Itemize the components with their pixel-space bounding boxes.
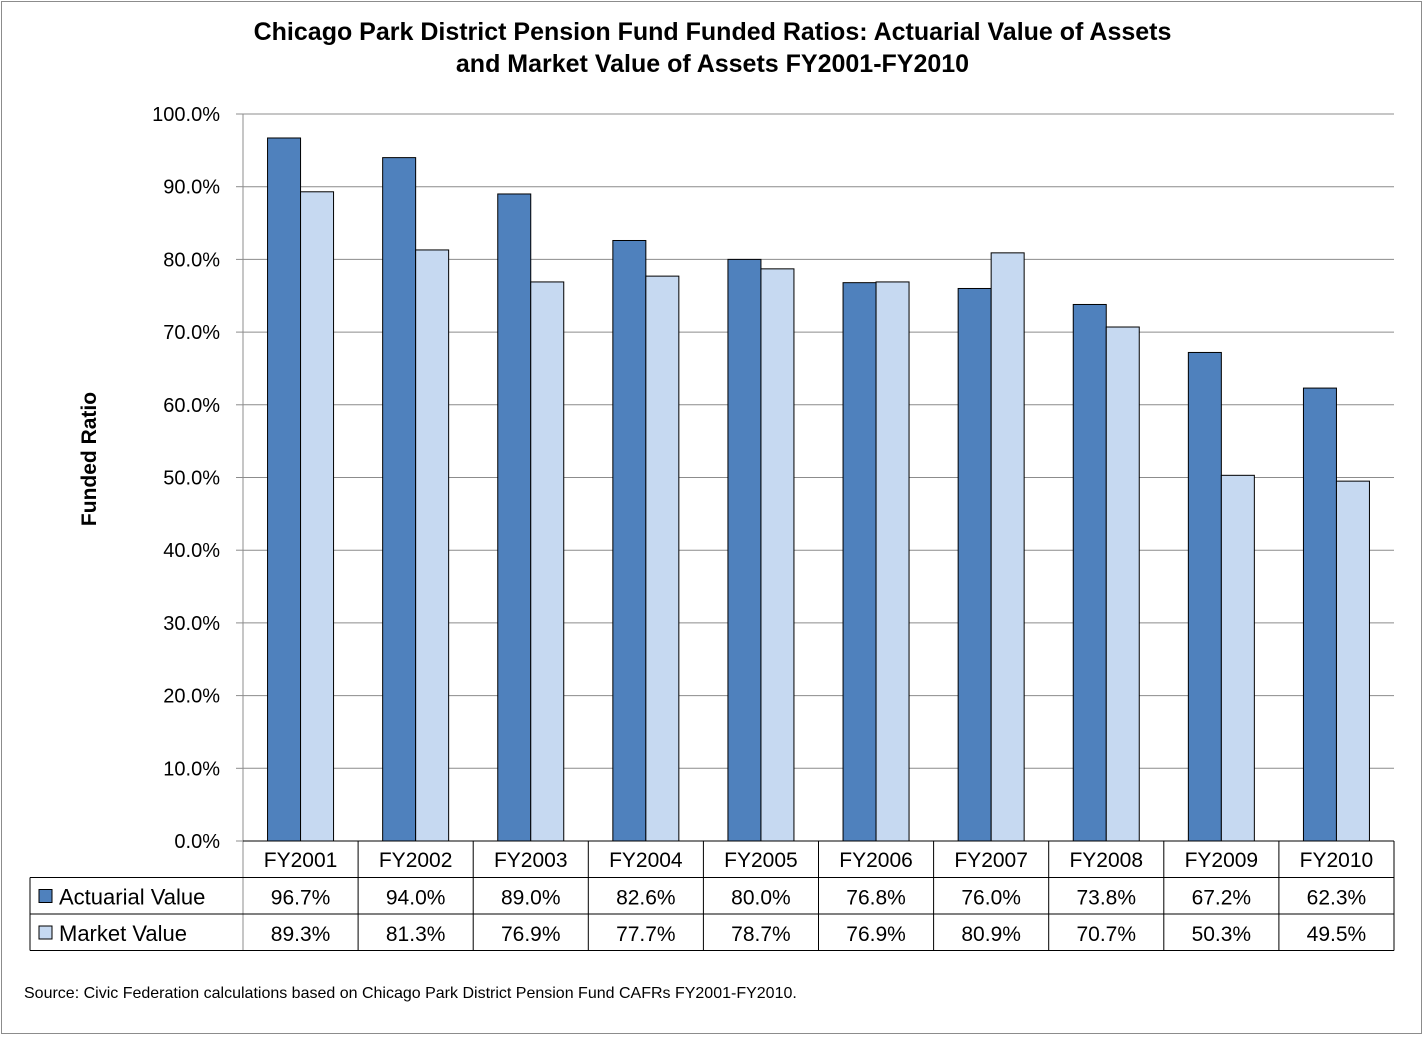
data-label: 80.0% [731,887,791,910]
y-tick-label: 70.0% [163,322,220,344]
x-tick-label: FY2001 [264,849,338,872]
chart-title-line-2: and Market Value of Assets FY2001-FY2010 [455,50,970,78]
data-label: 76.9% [501,923,561,946]
data-label: 89.3% [271,923,331,946]
x-tick-label: FY2002 [379,849,453,872]
bar [727,258,762,842]
bar [612,239,647,842]
y-tick-label: 0.0% [174,831,220,853]
bar [842,282,877,842]
source-note: Source: Civic Federation calculations ba… [24,985,797,1002]
x-tick-label: FY2003 [494,849,568,872]
chart-title: Chicago Park District Pension Fund Funde… [0,16,1425,80]
bar [1220,474,1255,842]
data-label: 76.9% [846,923,906,946]
y-tick-label: 60.0% [163,395,220,417]
data-label: 49.5% [1307,923,1367,946]
y-tick-label: 90.0% [163,177,220,199]
y-tick-label: 20.0% [163,686,220,708]
bar [1302,387,1337,842]
bar [1072,303,1107,842]
chart-title-line-1: Chicago Park District Pension Fund Funde… [253,18,1172,46]
data-label: 96.7% [271,887,331,910]
bar [645,275,680,842]
x-tick-label: FY2004 [609,849,683,872]
y-tick-label: 50.0% [163,468,220,490]
bar [267,137,302,842]
x-tick-label: FY2010 [1300,849,1374,872]
bar [760,268,795,842]
x-tick-label: FY2008 [1069,849,1143,872]
data-label: 62.3% [1307,887,1367,910]
x-tick-label: FY2005 [724,849,798,872]
x-tick-label: FY2007 [954,849,1028,872]
bar [875,281,910,842]
data-label: 82.6% [616,887,676,910]
data-label: 76.8% [846,887,906,910]
x-tick-label: FY2006 [839,849,913,872]
bar [990,252,1025,842]
bar [1335,480,1370,842]
data-label: 67.2% [1192,887,1252,910]
data-label: 78.7% [731,923,791,946]
bar [415,249,450,842]
data-label: 76.0% [961,887,1021,910]
data-label: 50.3% [1192,923,1252,946]
legend-key [38,889,53,903]
y-tick-label: 10.0% [163,758,220,780]
series-name: Market Value [59,921,187,946]
y-tick-label: 30.0% [163,613,220,635]
y-tick-label: 100.0% [152,104,220,126]
y-tick-label: 80.0% [163,249,220,271]
bar [497,193,532,842]
bar [957,287,992,842]
data-label: 70.7% [1076,923,1136,946]
bar [1105,326,1140,842]
data-label: 80.9% [961,923,1021,946]
series-name: Actuarial Value [59,885,205,910]
bar [530,281,565,842]
data-label: 73.8% [1076,887,1136,910]
data-label: 89.0% [501,887,561,910]
y-tick-label: 40.0% [163,540,220,562]
data-label: 81.3% [386,923,446,946]
x-tick-label: FY2009 [1185,849,1259,872]
bar [382,157,417,842]
legend-key [38,925,53,940]
bar [300,191,335,842]
data-label: 94.0% [386,887,446,910]
bar [1187,351,1222,842]
data-label: 77.7% [616,923,676,946]
